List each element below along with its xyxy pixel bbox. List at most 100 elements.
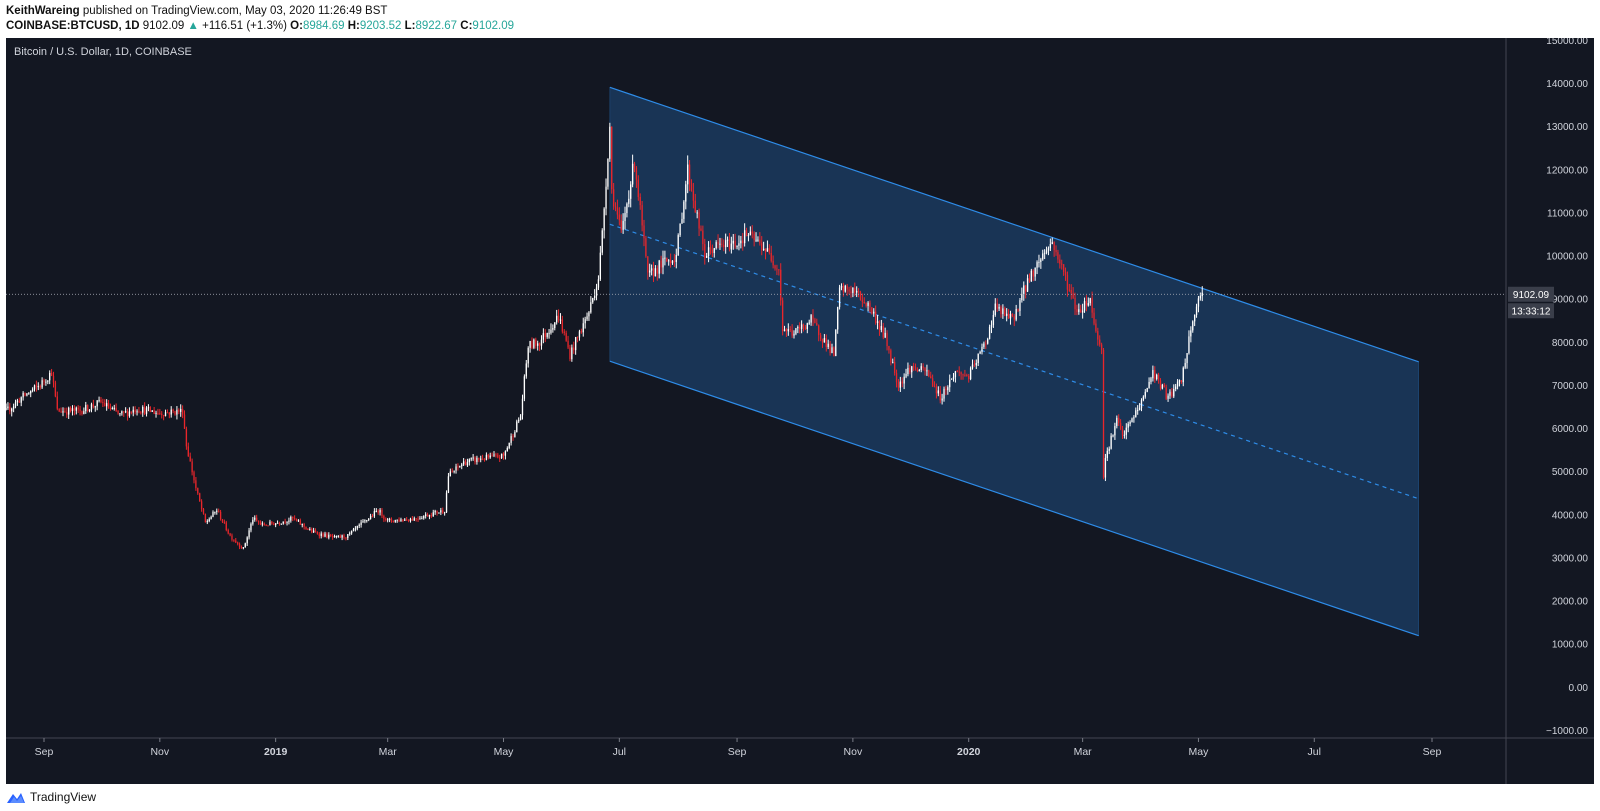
candle xyxy=(77,405,79,413)
candle xyxy=(639,193,641,210)
candle xyxy=(922,363,924,371)
candle xyxy=(518,417,520,424)
candle xyxy=(124,407,127,414)
candle xyxy=(556,309,558,325)
time-axis[interactable]: Sep Nov 2019 Mar May Jul Sep Nov 2020 Mar May Jul Se… xyxy=(6,737,1594,758)
candle xyxy=(601,228,603,256)
candle xyxy=(293,515,296,521)
candle xyxy=(231,533,233,542)
channel-upper-line[interactable] xyxy=(609,86,1419,363)
candle xyxy=(930,371,932,379)
candle xyxy=(939,386,941,404)
candle xyxy=(1040,257,1042,269)
candle xyxy=(368,518,370,522)
candle xyxy=(584,316,586,329)
candle xyxy=(119,412,121,417)
candle xyxy=(265,524,267,527)
candle xyxy=(326,532,328,539)
candle xyxy=(1192,320,1194,333)
candle xyxy=(447,472,450,494)
candle xyxy=(1083,297,1086,313)
candle xyxy=(1053,241,1055,257)
candle xyxy=(1127,421,1129,433)
candle xyxy=(669,253,672,268)
candle xyxy=(358,523,360,529)
candle xyxy=(276,520,279,524)
candle xyxy=(483,458,486,462)
candle xyxy=(366,519,368,523)
candle xyxy=(721,238,723,248)
tradingview-logo-icon[interactable] xyxy=(6,790,26,804)
candle xyxy=(30,390,32,398)
candle xyxy=(149,406,151,413)
candle xyxy=(413,516,415,522)
candle xyxy=(1123,430,1126,439)
candle xyxy=(816,318,818,326)
candle xyxy=(504,450,507,460)
candle xyxy=(286,521,288,526)
candle xyxy=(1156,373,1158,381)
candle xyxy=(172,408,174,414)
candle xyxy=(1013,314,1015,327)
candle xyxy=(973,360,976,368)
candle xyxy=(635,166,638,188)
candle xyxy=(143,402,146,416)
candle xyxy=(985,340,987,350)
candle xyxy=(662,250,664,275)
candle xyxy=(819,332,822,342)
price-axis[interactable]: 15000.00 14000.00 13000.00 12000.00 11000.00… xyxy=(1505,36,1588,784)
candle xyxy=(214,511,216,515)
candle xyxy=(1091,291,1093,319)
candle xyxy=(1076,304,1078,316)
brand-name[interactable]: TradingView xyxy=(30,790,97,804)
candle xyxy=(607,158,609,190)
candle xyxy=(121,410,123,416)
candle xyxy=(1135,407,1137,418)
candle xyxy=(428,514,431,520)
candle xyxy=(202,507,205,515)
candle xyxy=(52,371,55,388)
price-chart[interactable]: Bitcoin / U.S. Dollar, 1D, COINBASE 1500… xyxy=(0,36,1594,784)
candle xyxy=(901,377,903,388)
candle xyxy=(508,442,510,450)
candle xyxy=(1116,415,1118,429)
candle xyxy=(461,462,463,470)
candle xyxy=(430,512,433,519)
candle xyxy=(16,398,19,406)
candle xyxy=(912,362,915,371)
candle xyxy=(516,419,518,433)
candle xyxy=(1024,284,1027,299)
candle xyxy=(688,160,691,192)
parallel-channel[interactable] xyxy=(609,86,1420,637)
candle xyxy=(593,289,596,301)
candle xyxy=(274,523,277,528)
candle xyxy=(914,363,917,371)
candle xyxy=(166,409,169,414)
candle xyxy=(195,476,197,491)
candle xyxy=(309,527,311,531)
candle xyxy=(656,265,658,281)
chart-area[interactable]: Bitcoin / U.S. Dollar, 1D, COINBASE 1500… xyxy=(0,36,1594,784)
candle xyxy=(240,545,243,549)
candle xyxy=(443,511,446,516)
symbol-label: COINBASE:BTCUSD, 1D xyxy=(6,20,140,32)
candle xyxy=(949,374,951,392)
candle xyxy=(438,512,440,514)
candle xyxy=(671,260,674,265)
candle xyxy=(903,373,905,390)
close-value: 9102.09 xyxy=(472,20,514,32)
candle xyxy=(571,344,573,362)
candle xyxy=(278,521,281,526)
candle xyxy=(335,535,338,539)
channel-median-line[interactable] xyxy=(609,223,1419,500)
channel-lower-line[interactable] xyxy=(609,360,1419,637)
candle xyxy=(1070,284,1072,300)
candle xyxy=(916,367,919,373)
candle xyxy=(964,369,966,377)
candle xyxy=(950,378,953,380)
candle xyxy=(189,452,191,462)
author-name[interactable]: KeithWareing xyxy=(6,5,80,17)
candle xyxy=(846,283,848,296)
candle xyxy=(1173,384,1175,399)
candle xyxy=(115,403,117,412)
